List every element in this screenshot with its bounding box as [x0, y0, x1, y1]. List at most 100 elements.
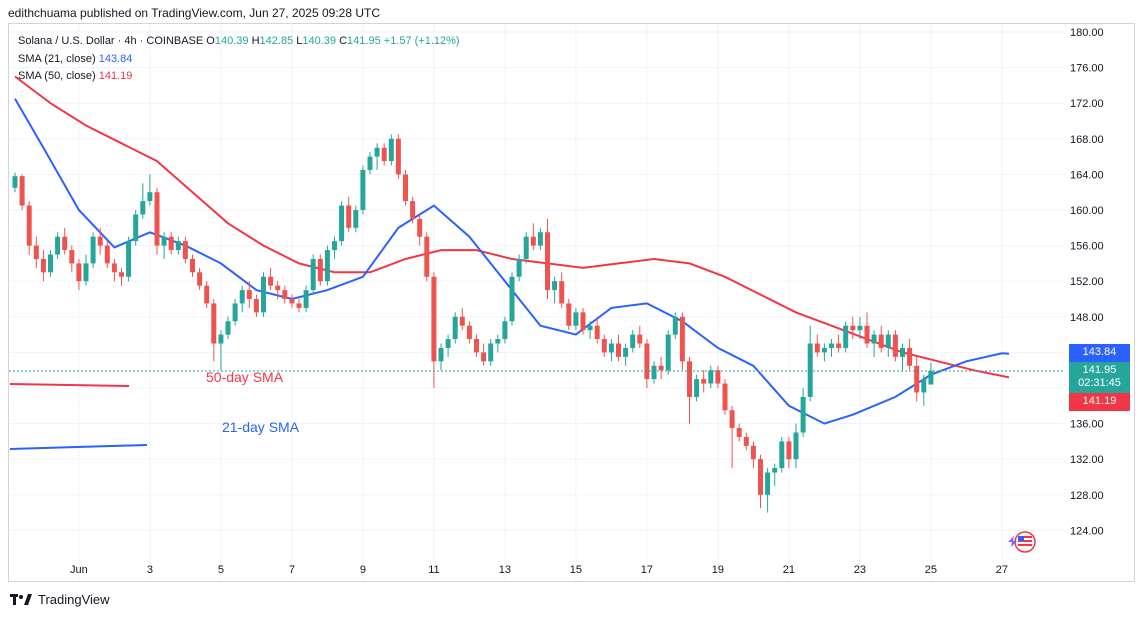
- candle-body: [303, 290, 309, 308]
- sma21-legend-label: SMA (21, close): [18, 53, 96, 65]
- candle-body: [133, 214, 139, 242]
- candle-body: [687, 361, 692, 397]
- candle-body: [502, 321, 508, 340]
- candle-body: [750, 445, 756, 460]
- x-tick-label: 21: [783, 564, 795, 576]
- candle-body: [232, 303, 238, 322]
- candle-body: [630, 334, 636, 348]
- candle-body: [246, 290, 252, 299]
- x-tick-label: 13: [499, 564, 511, 576]
- candle-body: [452, 316, 458, 340]
- sma50-legend[interactable]: SMA (50, close) 141.19: [18, 70, 132, 82]
- y-tick-label: 180.00: [1070, 27, 1104, 39]
- candle-body: [552, 281, 558, 291]
- x-tick-label: 3: [147, 564, 153, 576]
- y-tick-label: 136.00: [1070, 419, 1104, 431]
- y-tick-label: 132.00: [1070, 454, 1104, 466]
- candle-body: [509, 276, 515, 322]
- y-tick-label: 160.00: [1070, 205, 1104, 217]
- sma50-legend-value: 141.19: [98, 70, 133, 82]
- sma21-price-tag: 143.84: [1069, 344, 1130, 362]
- y-tick-label: 168.00: [1070, 134, 1104, 146]
- candle-body: [388, 138, 394, 162]
- candle-body: [651, 365, 657, 380]
- candle-body: [608, 343, 614, 353]
- candle-body: [786, 441, 792, 460]
- x-tick-label: 19: [712, 564, 724, 576]
- candle-body: [914, 365, 920, 393]
- high-value: 142.85: [259, 35, 294, 47]
- candle-body: [559, 281, 565, 304]
- candle-body: [814, 343, 820, 353]
- candle-body: [381, 147, 387, 162]
- candle-body: [76, 263, 82, 282]
- candle-body: [253, 299, 259, 313]
- candle-body: [587, 325, 593, 331]
- sma50-price-tag: 141.19: [1069, 393, 1130, 411]
- sma21-annotation-line: [9, 444, 148, 450]
- candle-body: [488, 343, 494, 362]
- candle-body: [616, 343, 621, 357]
- ohlc-legend: Solana / U.S. Dollar · 4h · COINBASE O14…: [18, 35, 460, 47]
- x-tick-label: 5: [218, 564, 224, 576]
- candle-body: [772, 468, 778, 473]
- candle-body: [175, 241, 181, 251]
- candle-body: [530, 236, 536, 246]
- candle-body: [69, 250, 75, 264]
- symbol-title[interactable]: Solana / U.S. Dollar · 4h · COINBASE: [18, 35, 204, 47]
- candle-body: [424, 236, 430, 277]
- candle-body: [516, 258, 522, 277]
- sma21-legend[interactable]: SMA (21, close) 143.84: [18, 53, 132, 65]
- candle-body: [90, 236, 96, 264]
- candle-body: [261, 276, 266, 313]
- candle-body: [190, 258, 195, 273]
- candle-body: [26, 205, 32, 246]
- y-tick-label: 124.00: [1070, 525, 1104, 537]
- candle-body: [907, 347, 913, 366]
- candle-body: [800, 396, 806, 433]
- sma21-legend-value: 143.84: [98, 53, 133, 65]
- candle-body: [701, 379, 707, 384]
- candle-body: [900, 347, 905, 357]
- footer-branding[interactable]: TradingView: [10, 592, 110, 607]
- candle-body: [545, 232, 550, 291]
- sma50-annotation-line: [9, 383, 130, 387]
- candle-body: [310, 258, 316, 291]
- candle-body: [474, 339, 479, 353]
- candle-body: [410, 201, 416, 219]
- candle-body: [317, 258, 323, 282]
- candle-body: [296, 303, 302, 308]
- chart-frame[interactable]: [8, 23, 1135, 582]
- change-value: +1.57 (+1.12%): [383, 35, 460, 47]
- candle-body: [523, 236, 529, 259]
- sma50-legend-label: SMA (50, close): [18, 70, 96, 82]
- candle-body: [104, 245, 110, 264]
- candle-body: [332, 241, 337, 251]
- candle-body: [743, 436, 749, 446]
- candle-body: [374, 147, 380, 157]
- candle-body: [495, 339, 501, 344]
- candle-body: [928, 370, 934, 385]
- candle-body: [140, 201, 146, 215]
- grid-lines: [9, 24, 1065, 580]
- sma50-annotation: 50-day SMA: [206, 369, 284, 385]
- price-axis: 124.00128.00132.00136.00140.00144.00148.…: [1070, 27, 1104, 537]
- candle-body: [445, 339, 451, 348]
- y-tick-label: 148.00: [1070, 312, 1104, 324]
- candle-body: [708, 370, 714, 384]
- candle-body: [211, 303, 217, 344]
- candle-body: [807, 343, 813, 397]
- candle-body: [729, 410, 735, 429]
- candle-body: [864, 325, 870, 344]
- candle-body: [665, 334, 671, 371]
- candle-body: [836, 343, 842, 348]
- x-tick-label: 11: [428, 564, 439, 576]
- candle-body: [168, 236, 174, 251]
- candle-body: [12, 176, 18, 188]
- time-axis: Jun 3 5 7 9 11 13 15 17 19 21 23 25 27: [70, 564, 1008, 576]
- last-price-tag: 141.95 02:31:45: [1069, 362, 1130, 394]
- footer-brand-text: TradingView: [38, 592, 110, 607]
- x-tick-label: Jun: [70, 564, 88, 576]
- candle-body: [97, 236, 103, 246]
